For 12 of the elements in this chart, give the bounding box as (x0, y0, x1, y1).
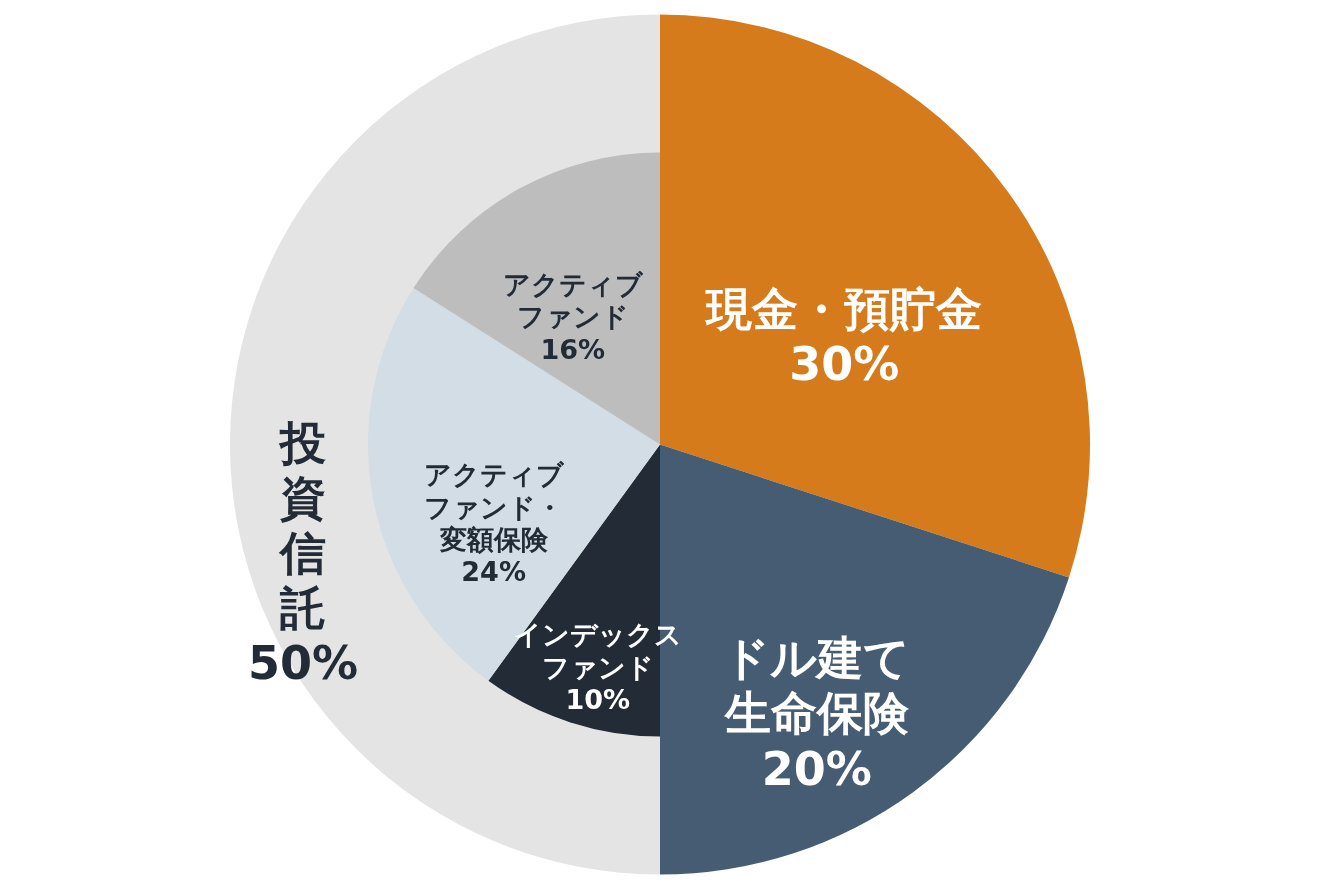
slice-label: 投資信託 (278, 415, 327, 636)
data-label: 10% (565, 683, 631, 715)
slice-label: ドル建て生命保険 (722, 631, 911, 741)
data-label: 30% (789, 336, 900, 391)
data-label: 50% (248, 636, 359, 691)
slice-label: 現金・預貯金 (704, 281, 983, 336)
pie-slice (660, 14, 1090, 578)
slice-label: アクティブファンド・変額保険 (423, 459, 565, 556)
data-label: 24% (461, 556, 526, 588)
data-label: 20% (761, 741, 872, 796)
slice-label: アクティブファンド (502, 268, 644, 333)
data-label: 16% (540, 333, 606, 365)
